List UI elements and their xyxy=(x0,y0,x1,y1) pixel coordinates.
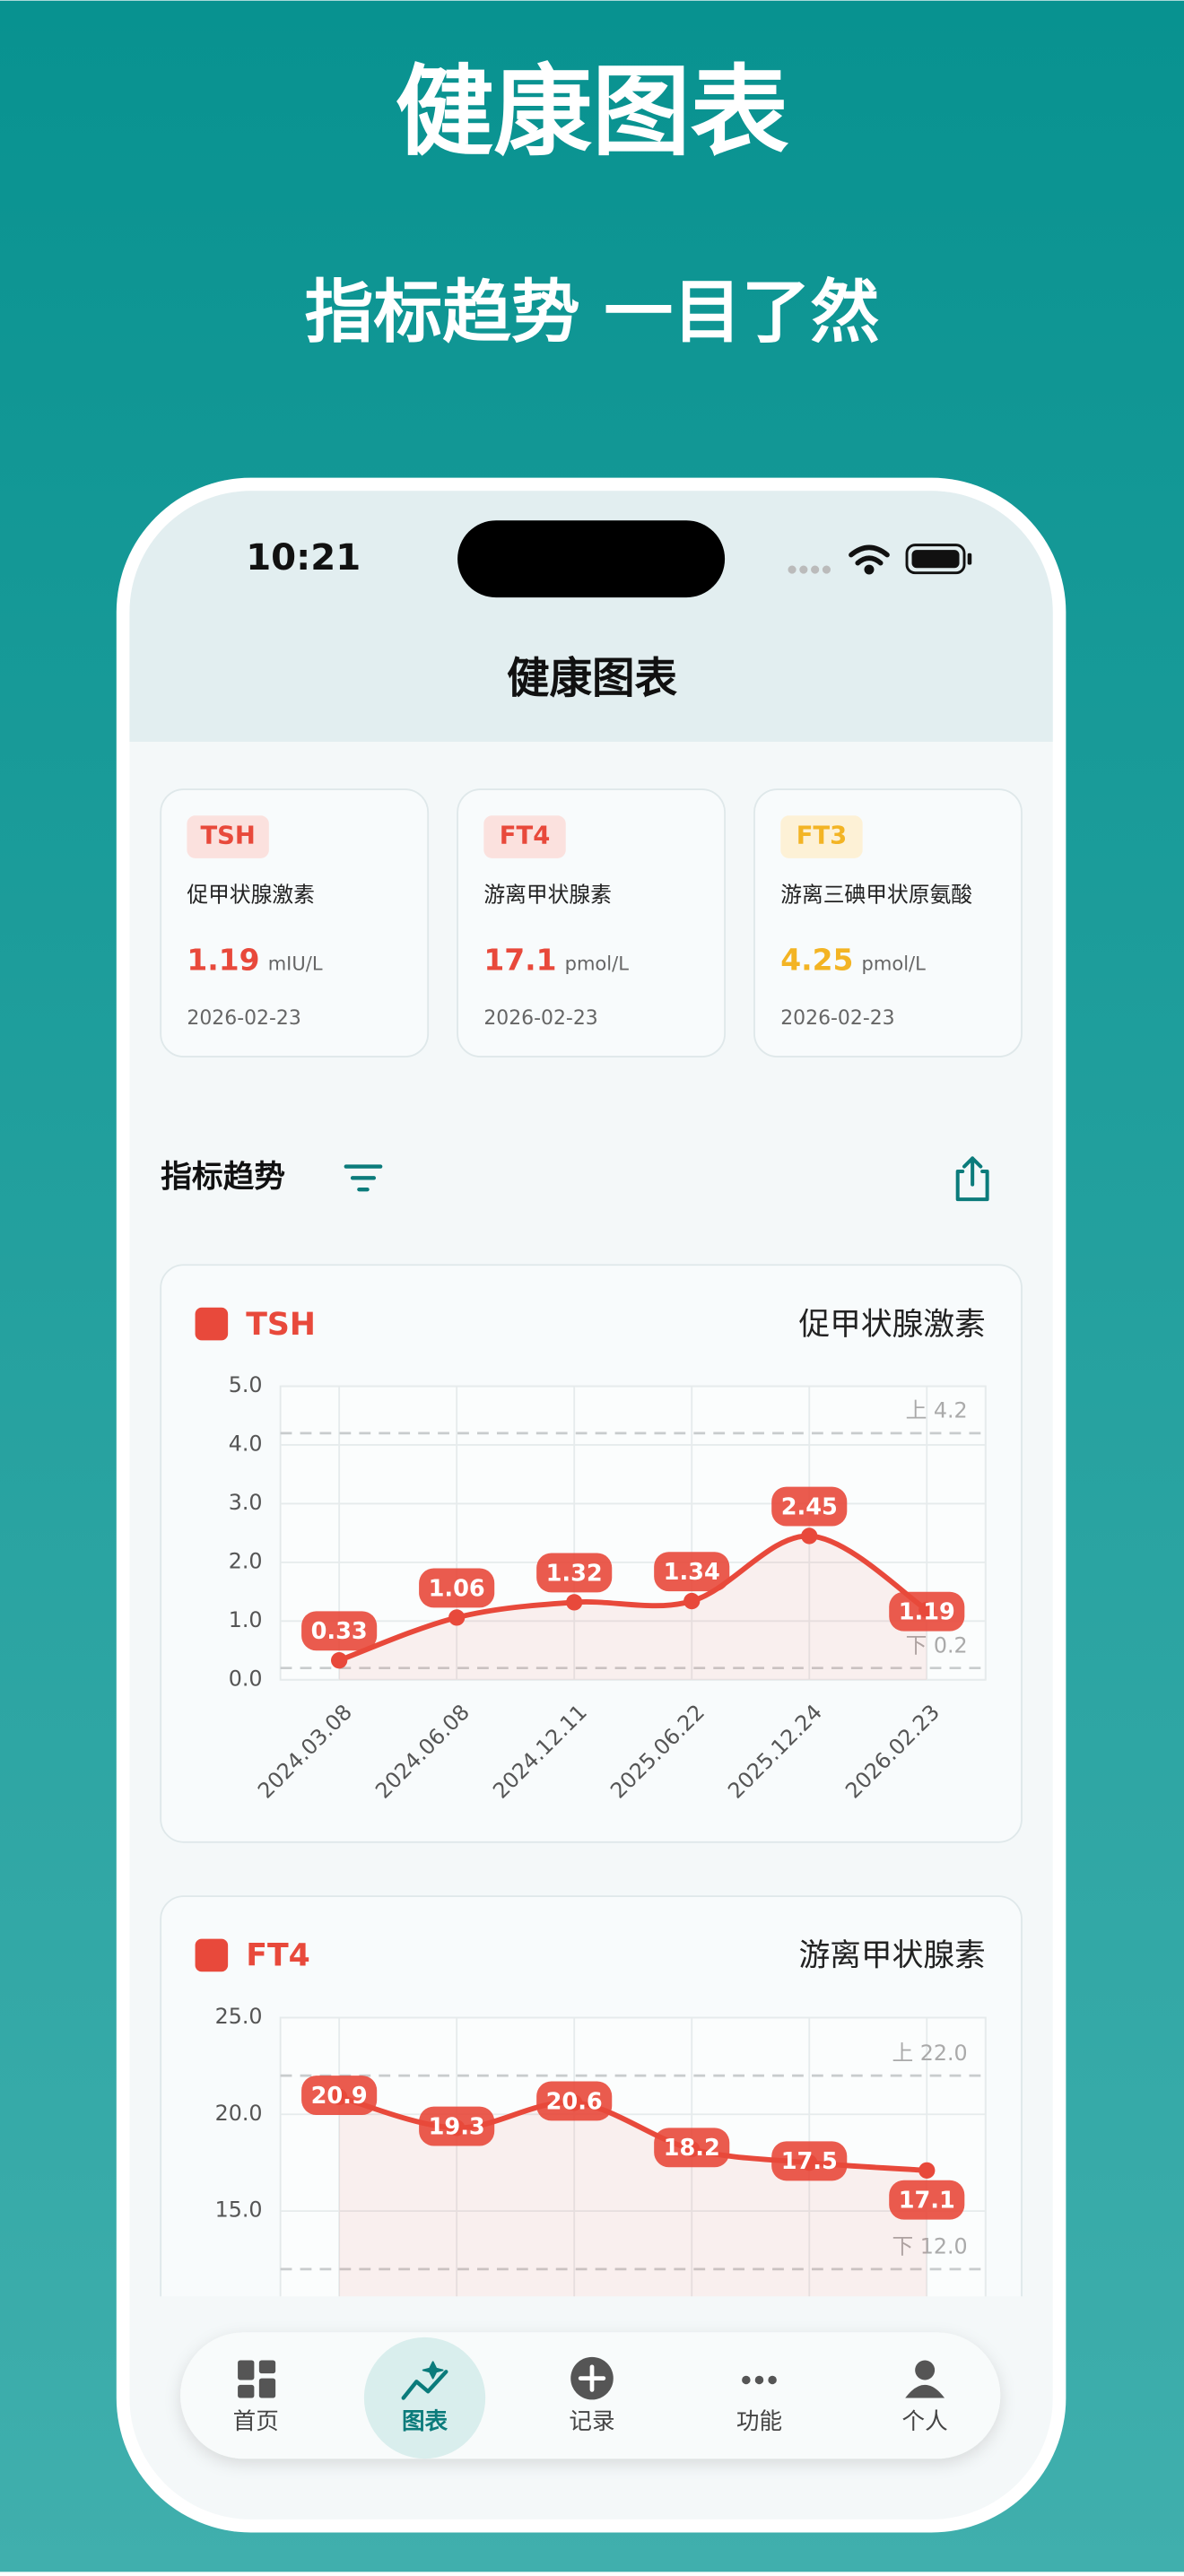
y-tick-label: 1.0 xyxy=(229,1607,263,1632)
card-tag-bg xyxy=(780,815,863,858)
chart-name: 促甲状腺激素 xyxy=(798,1307,985,1343)
value-label-bg xyxy=(301,2076,378,2115)
summary-card[interactable]: FT3 游离三碘甲状原氨酸 4.25 pmol/L 2026-02-23 xyxy=(753,788,1023,1057)
tab-label[interactable]: 图表 xyxy=(402,2408,448,2435)
value-label-bg xyxy=(301,1611,378,1651)
chart-name: 游离甲状腺素 xyxy=(798,1938,985,1974)
legend-swatch xyxy=(195,1307,229,1341)
value-label: 18.2 xyxy=(664,2135,720,2162)
chart-tag: TSH xyxy=(246,1307,316,1343)
trend-area xyxy=(339,2096,927,2297)
battery-icon xyxy=(905,544,972,575)
value-label: 19.3 xyxy=(429,2113,485,2140)
data-point xyxy=(566,1594,583,1611)
value-label: 0.33 xyxy=(311,1618,368,1645)
y-tick-label: 5.0 xyxy=(229,1372,263,1397)
y-tick-label: 3.0 xyxy=(229,1490,263,1515)
tab-label[interactable]: 首页 xyxy=(233,2408,279,2435)
data-point xyxy=(683,1592,701,1610)
card-date: 2026-02-23 xyxy=(780,1007,894,1030)
y-tick-label: 20.0 xyxy=(215,2101,263,2126)
value-label: 1.34 xyxy=(664,1559,720,1586)
signal xyxy=(788,565,831,574)
content: TSH 促甲状腺激素 1.19 mIU/L 2026-02-23 FT4 游离甲状腺素 17.… xyxy=(160,788,1023,2297)
tab-icons xyxy=(238,2356,945,2400)
value-label-bg xyxy=(419,2106,495,2146)
value-label-bg xyxy=(654,2128,730,2168)
card-value: 17.1 xyxy=(483,943,556,978)
chart-card: FT4 游离甲状腺素 15.0 20.0 25.0 上 22.0 下 12.0 20.9 19.… xyxy=(160,1895,1023,2297)
value-label: 17.5 xyxy=(781,2148,838,2175)
y-tick-label: 4.0 xyxy=(229,1431,263,1456)
card-tag-bg xyxy=(187,815,269,858)
reference-label: 上 4.2 xyxy=(906,1398,968,1423)
value-label: 1.06 xyxy=(429,1575,485,1602)
card-date: 2026-02-23 xyxy=(483,1007,597,1030)
chart-tag: FT4 xyxy=(246,1938,310,1974)
card-name: 游离三碘甲状原氨酸 xyxy=(780,882,972,907)
value-label-bg xyxy=(889,1591,965,1632)
wifi-icon xyxy=(849,544,890,575)
value-label: 20.6 xyxy=(546,2088,603,2115)
value-label: 1.32 xyxy=(546,1560,603,1587)
legend-swatch xyxy=(195,1938,229,1972)
value-label-bg xyxy=(771,1486,848,1527)
card-date: 2026-02-23 xyxy=(187,1007,300,1030)
data-point xyxy=(918,2162,936,2179)
card-unit: pmol/L xyxy=(862,953,927,975)
summary-card[interactable]: TSH 促甲状腺激素 1.19 mIU/L 2026-02-23 xyxy=(160,788,430,1057)
data-point xyxy=(331,1652,348,1669)
card-tag: FT3 xyxy=(797,822,848,850)
data-point xyxy=(448,1609,466,1626)
card-unit: pmol/L xyxy=(565,953,630,975)
value-label: 2.45 xyxy=(781,1493,838,1520)
y-tick-label: 25.0 xyxy=(215,2004,263,2029)
nav-title: 健康图表 xyxy=(507,654,678,703)
card-value: 1.19 xyxy=(187,943,259,978)
chart-card: TSH 促甲状腺激素 0.0 1.0 2.0 3.0 4.0 5.0 上 4.2 下 0.2 0.3… xyxy=(160,1264,1023,1843)
data-point xyxy=(801,1527,818,1545)
active-tab-bg xyxy=(363,2337,486,2459)
dynamic-island xyxy=(457,520,726,598)
card-unit: mIU/L xyxy=(268,953,323,975)
value-label: 1.19 xyxy=(899,1599,955,1626)
value-label-bg xyxy=(771,2141,848,2181)
card-tag: FT4 xyxy=(500,822,551,850)
plot-bg xyxy=(279,2016,987,2297)
card-name: 游离甲状腺素 xyxy=(483,882,612,907)
summary-card[interactable]: FT4 游离甲状腺素 17.1 pmol/L 2026-02-23 xyxy=(457,788,727,1057)
reference-label: 下 12.0 xyxy=(892,2234,967,2259)
value-label-bg xyxy=(889,2180,965,2220)
filter-button[interactable] xyxy=(344,1164,383,1192)
value-label: 17.1 xyxy=(899,2188,955,2215)
plot-bg xyxy=(279,1385,987,1681)
promo-subtitle: 指标趋势 一目了然 xyxy=(305,273,880,352)
tab-label[interactable]: 记录 xyxy=(569,2408,614,2435)
value-label-bg xyxy=(536,1553,613,1593)
value-label: 20.9 xyxy=(311,2083,368,2110)
card-tag: TSH xyxy=(200,822,255,850)
card-value: 4.25 xyxy=(780,943,853,978)
reference-label: 上 22.0 xyxy=(892,2041,967,2066)
card-name: 促甲状腺激素 xyxy=(187,882,315,907)
trend-area xyxy=(339,1536,927,1680)
section-title: 指标趋势 xyxy=(161,1159,285,1195)
promo-title: 健康图表 xyxy=(396,55,789,170)
tab-label[interactable]: 个人 xyxy=(902,2408,948,2435)
y-tick-label: 2.0 xyxy=(229,1548,263,1573)
reference-label: 下 0.2 xyxy=(906,1632,968,1658)
value-label-bg xyxy=(654,1552,730,1592)
value-label-bg xyxy=(536,2081,613,2121)
nav-background xyxy=(129,491,1053,743)
y-tick-label: 15.0 xyxy=(215,2197,263,2223)
value-label-bg xyxy=(419,1568,495,1608)
y-tick-label: 0.0 xyxy=(229,1666,263,1691)
share-button[interactable] xyxy=(955,1156,989,1202)
status-time: 10:21 xyxy=(246,537,361,579)
card-tag-bg xyxy=(483,815,566,858)
trend-line xyxy=(338,1533,928,1663)
tab-label[interactable]: 功能 xyxy=(736,2408,782,2435)
